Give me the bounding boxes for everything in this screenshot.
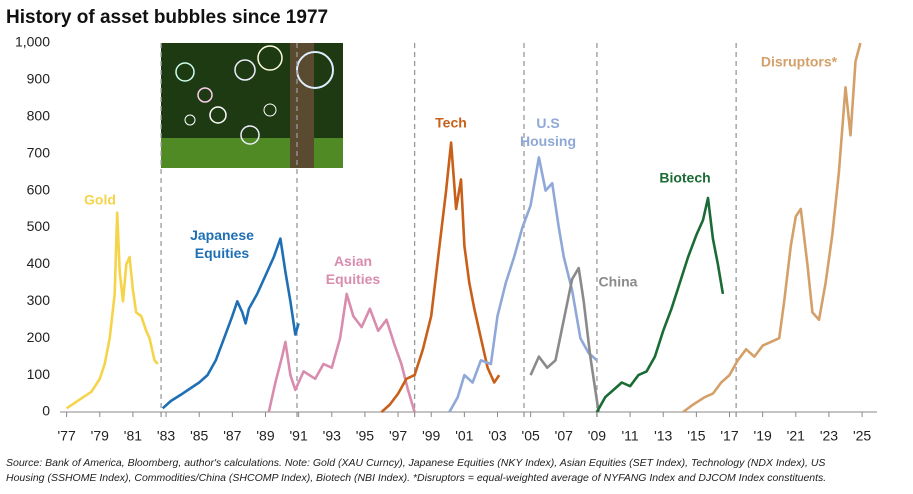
x-tick-label: '91 — [290, 428, 308, 444]
y-tick-label: 1,000 — [15, 34, 50, 50]
series-label: Biotech — [659, 170, 710, 186]
series-line — [529, 266, 600, 413]
x-tick-label: '07 — [555, 428, 573, 444]
chart-title: History of asset bubbles since 1977 — [6, 7, 328, 28]
x-tick-label: '81 — [124, 428, 142, 444]
series-label: China — [599, 274, 638, 290]
x-tick-label: '11 — [621, 428, 638, 444]
x-tick-label: '13 — [654, 428, 672, 444]
y-tick-label: 900 — [27, 71, 51, 87]
x-tick-label: '17 — [720, 428, 738, 444]
y-tick-label: 300 — [27, 292, 51, 308]
x-tick-label: '95 — [356, 428, 374, 444]
x-tick-label: '01 — [455, 428, 473, 444]
y-tick-label: 200 — [27, 329, 51, 345]
y-tick-label: 400 — [27, 255, 51, 271]
series-line — [65, 211, 159, 410]
series-line — [448, 156, 598, 413]
series-line — [380, 141, 501, 413]
x-tick-label: '21 — [787, 428, 805, 444]
series-line — [595, 196, 725, 413]
x-tick-label: '79 — [91, 428, 109, 444]
series-label: Asian Equities — [326, 253, 381, 287]
x-tick-label: '15 — [687, 428, 705, 444]
x-tick-label: '89 — [256, 428, 274, 444]
series-label: U.S Housing — [520, 115, 576, 149]
series-label: Japanese Equities — [190, 227, 254, 261]
series-line — [161, 237, 300, 410]
y-tick-label: 800 — [27, 108, 51, 124]
x-tick-label: '09 — [588, 428, 606, 444]
x-tick-label: '99 — [422, 428, 440, 444]
source-note: Source: Bank of America, Bloomberg, auth… — [6, 457, 825, 469]
y-tick-label: 500 — [27, 218, 51, 234]
x-tick-label: '23 — [820, 428, 838, 444]
series-label: Disruptors* — [761, 54, 838, 70]
series-label: Tech — [435, 115, 467, 131]
x-tick-label: '25 — [853, 428, 871, 444]
x-tick-label: '05 — [522, 428, 540, 444]
y-tick-label: 100 — [27, 366, 51, 382]
y-tick-label: 700 — [27, 144, 51, 160]
x-tick-label: '77 — [58, 428, 76, 444]
x-tick-label: '93 — [323, 428, 341, 444]
x-tick-label: '83 — [157, 428, 175, 444]
x-tick-label: '85 — [190, 428, 208, 444]
x-tick-label: '97 — [389, 428, 407, 444]
x-tick-label: '19 — [754, 428, 772, 444]
x-tick-label: '03 — [488, 428, 506, 444]
series-line — [682, 42, 862, 414]
y-tick-label: 0 — [42, 403, 50, 419]
bubble-photo — [161, 43, 343, 168]
series-line — [267, 292, 416, 413]
source-note: Housing (SSHOME Index), Commodities/Chin… — [6, 472, 826, 484]
series-label: Gold — [84, 192, 116, 208]
y-tick-label: 600 — [27, 181, 51, 197]
x-tick-label: '87 — [223, 428, 241, 444]
